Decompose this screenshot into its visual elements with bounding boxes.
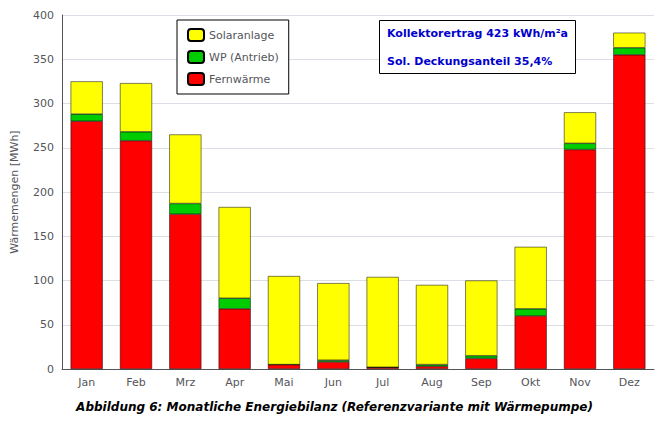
svg-text:200: 200 [33, 186, 54, 199]
svg-text:Aug: Aug [421, 376, 442, 389]
svg-text:Solaranlage: Solaranlage [209, 29, 275, 42]
svg-text:Feb: Feb [126, 376, 145, 389]
svg-text:250: 250 [33, 141, 54, 154]
svg-text:Sol. Deckungsanteil 35,4%: Sol. Deckungsanteil 35,4% [387, 55, 552, 68]
svg-text:Abbildung 6: Monatliche Energi: Abbildung 6: Monatliche Energiebilanz (R… [75, 400, 593, 414]
svg-text:Jun: Jun [324, 376, 342, 389]
svg-text:Nov: Nov [569, 376, 591, 389]
svg-text:Okt: Okt [521, 376, 541, 389]
svg-text:Fernwärme: Fernwärme [209, 73, 271, 86]
svg-text:400: 400 [33, 9, 54, 22]
svg-text:Jan: Jan [77, 376, 95, 389]
svg-text:Kollektorertrag 423 kWh/m²a: Kollektorertrag 423 kWh/m²a [387, 27, 568, 40]
svg-text:50: 50 [40, 318, 54, 331]
svg-text:Mrz: Mrz [175, 376, 195, 389]
svg-text:Jul: Jul [375, 376, 389, 389]
svg-text:0: 0 [47, 363, 54, 376]
svg-text:Apr: Apr [225, 376, 245, 389]
svg-text:300: 300 [33, 97, 54, 110]
svg-text:350: 350 [33, 53, 54, 66]
svg-text:Wärmemengen [MWh]: Wärmemengen [MWh] [8, 130, 21, 253]
svg-text:WP (Antrieb): WP (Antrieb) [209, 51, 279, 64]
svg-text:100: 100 [33, 274, 54, 287]
svg-text:Mai: Mai [274, 376, 293, 389]
svg-text:Dez: Dez [619, 376, 640, 389]
svg-text:150: 150 [33, 230, 54, 243]
svg-text:Sep: Sep [471, 376, 492, 389]
